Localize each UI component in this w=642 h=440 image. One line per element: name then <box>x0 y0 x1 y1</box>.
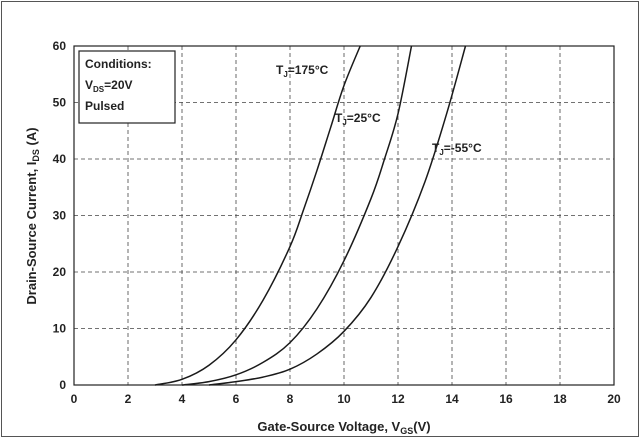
conditions-vds-value: =20V <box>104 78 132 92</box>
x-axis-label-unit: (V) <box>413 419 430 434</box>
series-label-prefix: T <box>276 63 284 77</box>
series-label-value: =175 <box>288 63 315 77</box>
y-tick-label: 0 <box>59 378 66 392</box>
series-label-prefix: T <box>335 111 343 125</box>
x-tick-label: 14 <box>445 392 459 406</box>
x-tick-label: 18 <box>553 392 567 406</box>
series-curves <box>154 45 467 386</box>
series-label-unit: °C <box>315 63 329 77</box>
x-tick-label: 4 <box>179 392 186 406</box>
series-label-25: TJ=25°C <box>335 111 381 127</box>
y-tick-label: 40 <box>53 152 67 166</box>
grid-lines <box>74 46 614 385</box>
series-label-value: =25 <box>347 111 368 125</box>
series-label-175: TJ=175°C <box>276 63 329 79</box>
y-tick-label: 50 <box>53 96 67 110</box>
series-label-sub: J <box>342 118 346 127</box>
x-tick-label: 0 <box>71 392 78 406</box>
x-tick-label: 20 <box>607 392 621 406</box>
series-labels: TJ=175°CTJ=25°CTJ=-55°C <box>276 63 482 157</box>
plot-border <box>73 45 615 386</box>
conditions-vds: VDS=20V <box>85 78 133 94</box>
series-line-minus55 <box>208 45 467 386</box>
series-label-sub: J <box>283 70 287 79</box>
x-axis-label: Gate-Source Voltage, VGS(V) <box>257 419 430 436</box>
y-tick-label: 10 <box>53 322 67 336</box>
x-tick-label: 16 <box>499 392 513 406</box>
y-tick-label: 20 <box>53 265 67 279</box>
y-axis-label-main: Drain-Source Current, I <box>24 162 39 305</box>
conditions-box-border <box>78 50 176 124</box>
y-tick-labels: 0 10 20 30 40 50 60 <box>53 39 67 392</box>
x-tick-label: 12 <box>391 392 405 406</box>
series-label-sub: J <box>439 148 443 157</box>
y-tick-label: 30 <box>53 209 67 223</box>
conditions-vds-main: V <box>85 78 93 92</box>
series-line-25 <box>181 45 413 386</box>
x-tick-label: 6 <box>233 392 240 406</box>
series-label-unit: °C <box>367 111 381 125</box>
y-axis-label: Drain-Source Current, IDS (A) <box>24 127 41 304</box>
x-tick-label: 8 <box>287 392 294 406</box>
conditions-box: Conditions: VDS=20V Pulsed <box>78 50 176 124</box>
y-axis-label-sub: DS <box>31 149 41 162</box>
conditions-pulsed: Pulsed <box>85 99 124 113</box>
x-tick-label: 10 <box>337 392 351 406</box>
series-line-175 <box>154 45 361 386</box>
series-label-minus55: TJ=-55°C <box>432 141 482 157</box>
conditions-title: Conditions: <box>85 57 152 71</box>
x-tick-labels: 0 2 4 6 8 10 12 14 16 18 20 <box>71 392 621 406</box>
x-axis-label-main: Gate-Source Voltage, V <box>257 419 400 434</box>
series-label-value: =-55 <box>444 141 469 155</box>
x-axis-label-sub: GS <box>400 426 413 436</box>
series-label-prefix: T <box>432 141 440 155</box>
conditions-vds-sub: DS <box>93 85 105 94</box>
y-axis-label-unit: (A) <box>24 127 39 145</box>
y-tick-label: 60 <box>53 39 67 53</box>
x-tick-label: 2 <box>125 392 132 406</box>
series-label-unit: °C <box>468 141 482 155</box>
